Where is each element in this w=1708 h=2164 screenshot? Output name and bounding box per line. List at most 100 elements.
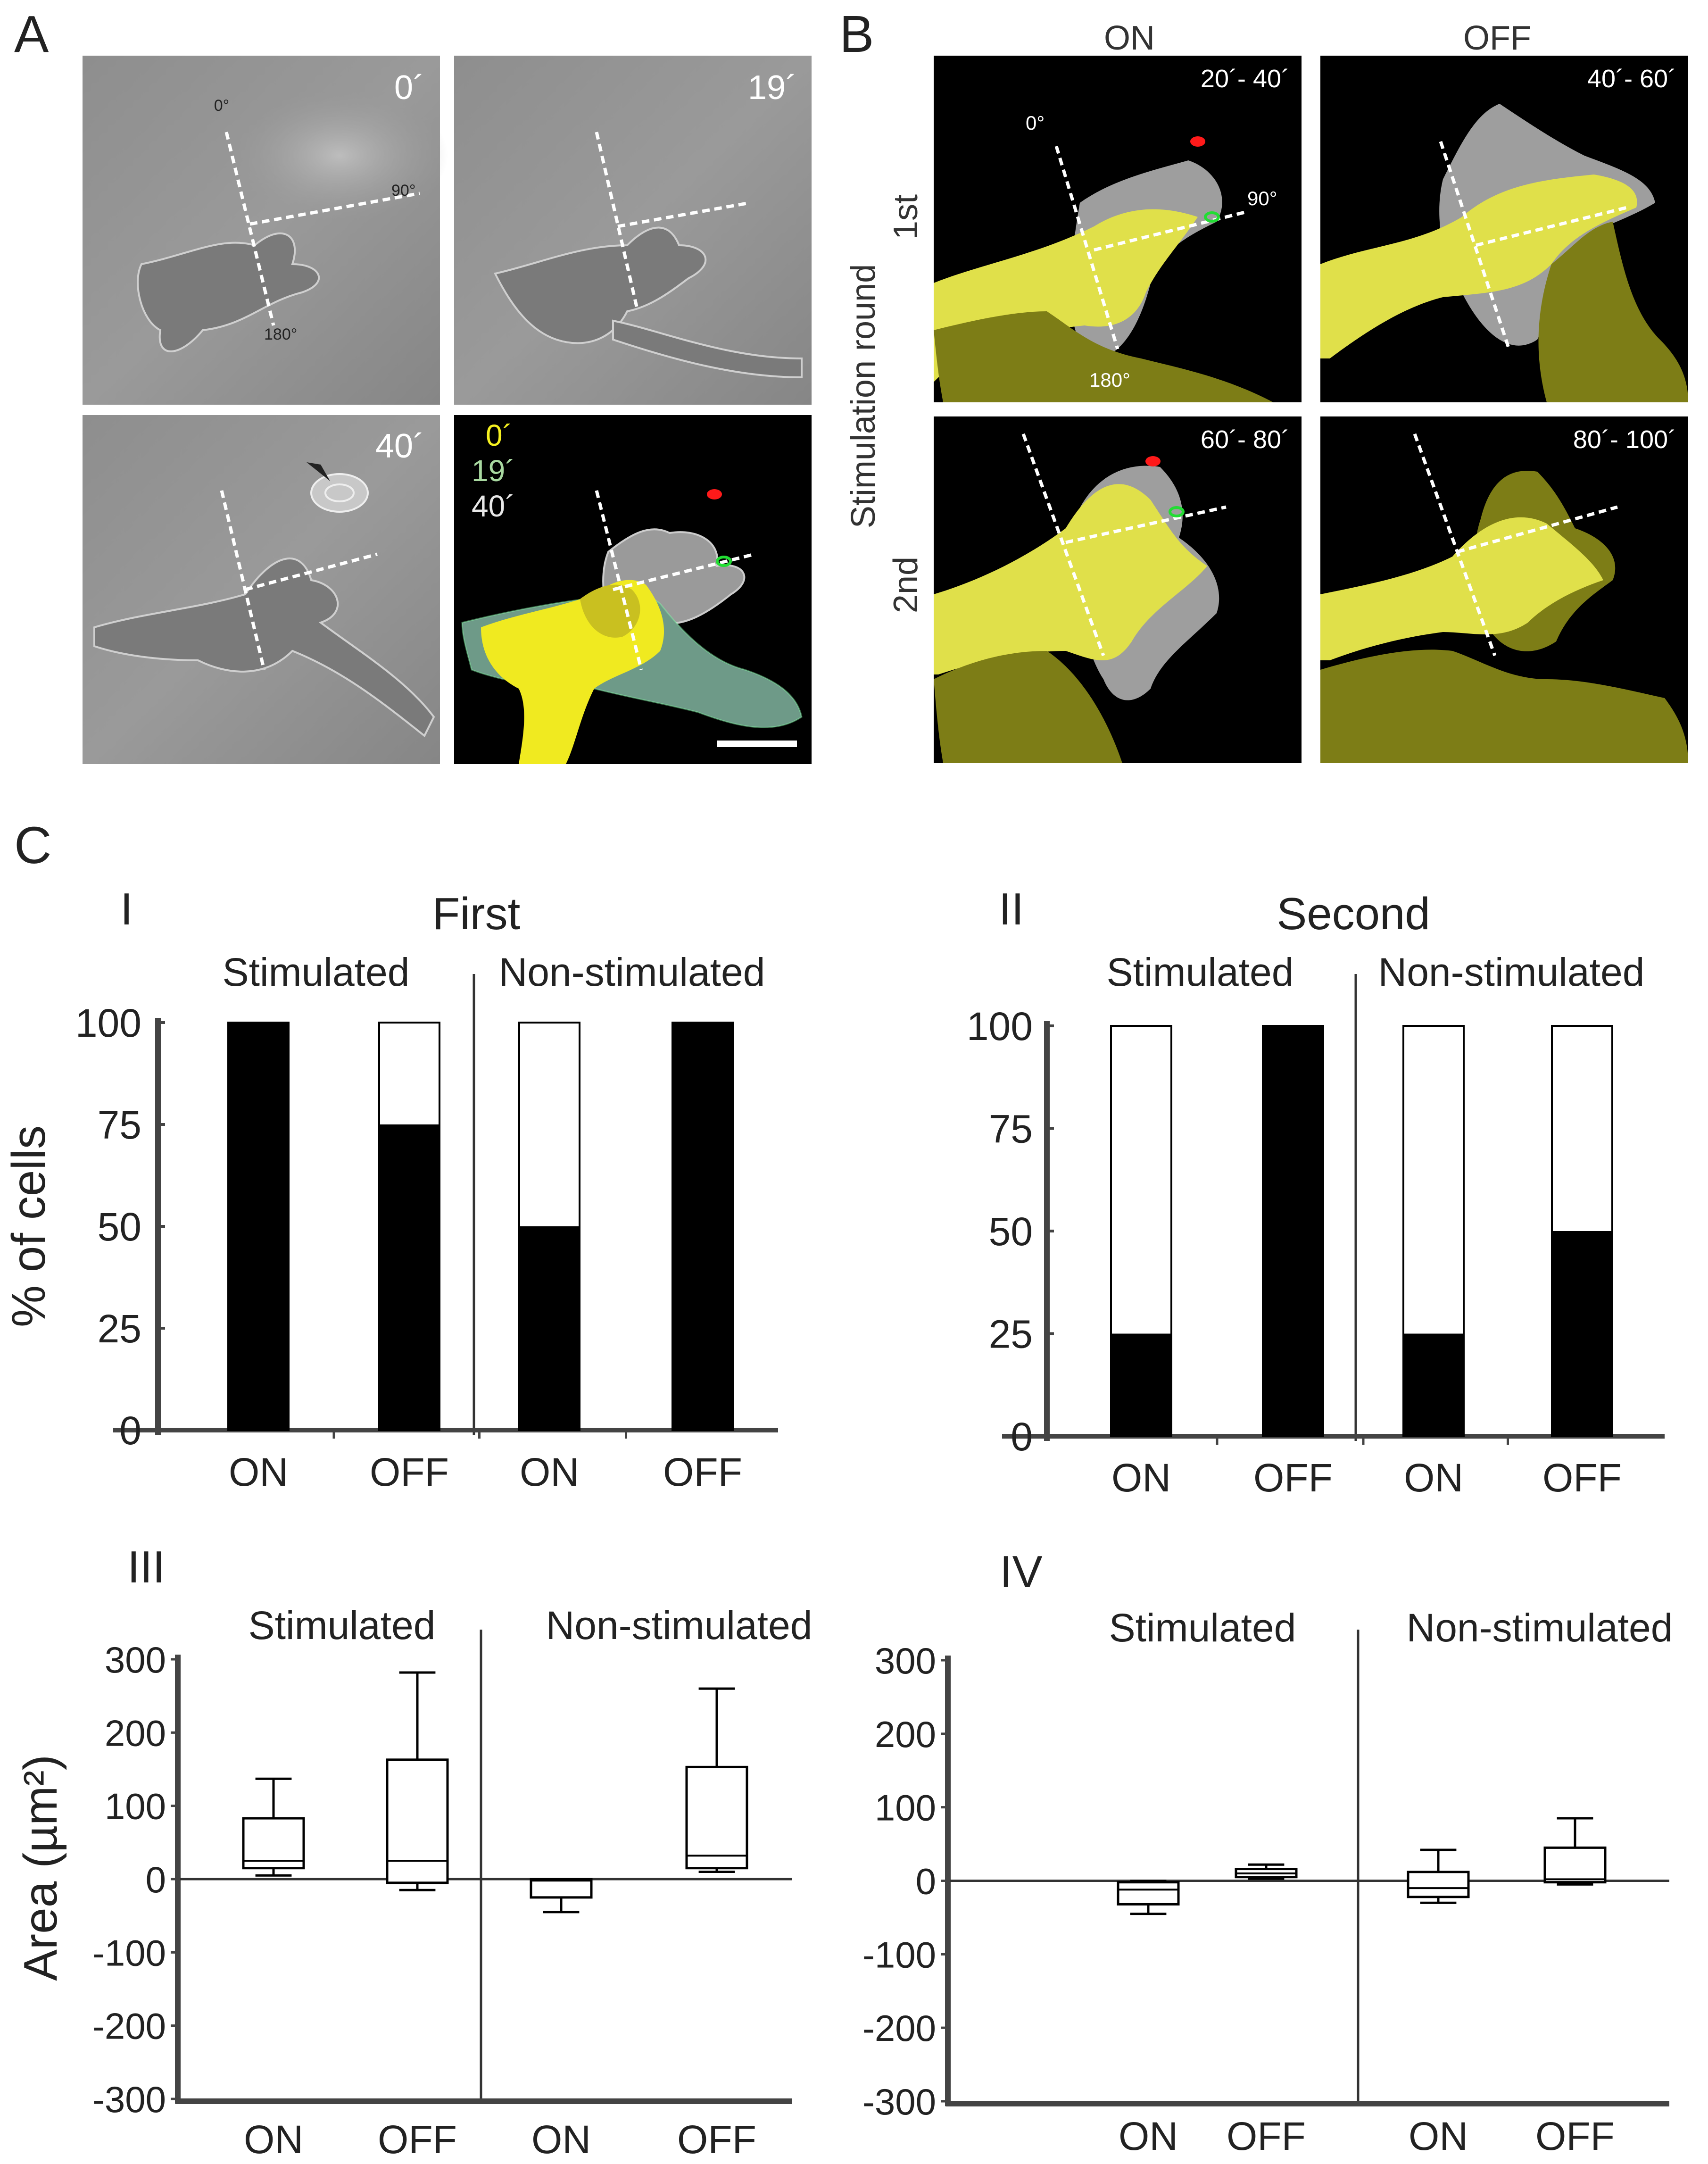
x-tick-label: OFF — [677, 2117, 756, 2162]
y-tick-label: 0 — [119, 1408, 141, 1453]
tile-on-2nd: 60´- 80´ — [934, 416, 1302, 763]
y-tick-label: -100 — [862, 1934, 936, 1975]
arrow-icon — [307, 462, 330, 481]
bar — [1111, 1333, 1171, 1436]
box — [242, 1817, 305, 1870]
group-label-1: Non-stimulated — [546, 1603, 813, 1648]
b-angle-90: 90° — [1247, 187, 1277, 209]
y-tick-label: 0 — [1011, 1415, 1033, 1459]
y-tick-label: 300 — [875, 1640, 936, 1681]
bar — [1263, 1026, 1323, 1436]
y-tick-label: 25 — [989, 1312, 1033, 1357]
group-label-1: Non-stimulated — [1378, 950, 1645, 994]
x-tick-label: OFF — [370, 1450, 449, 1494]
x-tick-label: OFF — [1535, 2114, 1615, 2158]
x-tick-label: OFF — [378, 2117, 457, 2162]
y-tick-label: -200 — [92, 2006, 166, 2047]
y-axis-label: Area (µm²) — [14, 1755, 67, 1981]
y-tick-label: -100 — [92, 1932, 166, 1973]
y-tick-label: 300 — [105, 1639, 166, 1681]
x-tick-label: ON — [244, 2117, 303, 2162]
chart-title: Second — [1277, 889, 1430, 939]
x-tick-label: OFF — [1227, 2114, 1306, 2158]
bar — [1552, 1231, 1612, 1436]
panel-letter-c: C — [14, 816, 51, 874]
row-label-1st: 1st — [887, 194, 925, 240]
group-label-0: Stimulated — [249, 1603, 436, 1648]
bar — [672, 1023, 733, 1430]
y-tick-label: 200 — [875, 1714, 936, 1755]
box — [1117, 1881, 1180, 1906]
angle-label-0: 0° — [214, 97, 230, 115]
panel-numeral-IV: IV — [1000, 1547, 1043, 1597]
row-label-2nd: 2nd — [887, 557, 925, 613]
bar — [379, 1124, 439, 1430]
chart-title: First — [432, 889, 521, 939]
y-tick-label: 50 — [989, 1209, 1033, 1254]
y-tick-label: -200 — [862, 2007, 936, 2049]
chart-IV: IV Stimulated Non-stimulated 300 200 100 0 -100… — [862, 1547, 1673, 2158]
box — [530, 1878, 593, 1899]
window-label-3: 60´- 80´ — [1201, 425, 1290, 454]
y-tick-label: 100 — [967, 1004, 1033, 1049]
outline-overlay: 0´ 19´ 40´ — [454, 415, 812, 764]
x-tick-label: OFF — [663, 1450, 742, 1494]
panel-numeral-III: III — [127, 1542, 165, 1592]
chart-III: III Stimulated Non-stimulated 300 200 100 0 -10… — [14, 1542, 812, 2162]
pipette-tip — [716, 556, 732, 567]
panel-c: I First Stimulated Non-stimulated 0 25 50 75 100… — [2, 884, 1673, 2162]
tile-off-2nd: 80´- 100´ — [1320, 416, 1688, 763]
x-tick-label: OFF — [1542, 1456, 1622, 1500]
x-tick-label: ON — [1404, 1456, 1463, 1500]
group-label-1: Non-stimulated — [499, 950, 765, 994]
y-tick-label: 25 — [98, 1307, 141, 1351]
scale-bar — [717, 741, 797, 747]
x-tick-label: ON — [1119, 2114, 1178, 2158]
time-label-40: 40´ — [375, 427, 424, 465]
time-label-19: 19´ — [748, 69, 797, 107]
window-label-2: 40´- 60´ — [1587, 65, 1676, 93]
row-axis-label: Stimulation round — [845, 264, 882, 528]
micrograph-0min: 0´ 0° 90° 180° — [83, 56, 448, 405]
micrograph-40min: 40´ — [83, 415, 440, 764]
stimulus-spot — [707, 489, 722, 499]
box — [1543, 1846, 1607, 1884]
y-tick-label: -300 — [92, 2079, 166, 2120]
time-label-0: 0´ — [394, 69, 424, 107]
legend-40min: 40´ — [472, 489, 515, 523]
y-tick-label: -300 — [862, 2081, 936, 2122]
y-tick-label: 75 — [98, 1103, 141, 1147]
group-label-0: Stimulated — [223, 950, 410, 994]
y-tick-label: 75 — [989, 1107, 1033, 1151]
x-tick-label: ON — [520, 1450, 579, 1494]
chart-I: I First Stimulated Non-stimulated 0 25 50 75 100… — [2, 884, 778, 1494]
bar — [519, 1226, 580, 1430]
group-label-0: Stimulated — [1107, 950, 1294, 994]
y-tick-label: 0 — [916, 1861, 936, 1902]
bar — [228, 1023, 289, 1430]
x-tick-label: ON — [1111, 1456, 1171, 1500]
tile-on-1st: 20´- 40´ 0° 90° 180° — [934, 56, 1302, 402]
chart-II: II Second Stimulated Non-stimulated 0 25 50 75 1… — [967, 884, 1665, 1500]
panel-b: ON OFF Stimulation round 1st 2nd 20´- 40… — [845, 19, 1688, 763]
box — [386, 1758, 449, 1884]
x-tick-label: ON — [229, 1450, 288, 1494]
angle-label-180: 180° — [264, 325, 297, 343]
legend-19min: 19´ — [472, 454, 515, 488]
y-tick-label: 100 — [875, 1787, 936, 1829]
x-tick-label: ON — [531, 2117, 591, 2162]
b-angle-180: 180° — [1089, 369, 1130, 391]
group-label-1: Non-stimulated — [1407, 1606, 1673, 1650]
micrograph-19min: 19´ — [454, 56, 812, 405]
panel-letter-a: A — [14, 5, 49, 63]
box — [1407, 1871, 1470, 1898]
panel-numeral-I: I — [120, 884, 133, 934]
col-label-on: ON — [1104, 19, 1155, 57]
y-axis-label: % of cells — [2, 1125, 55, 1327]
panel-letter-b: B — [839, 5, 874, 63]
y-tick-label: 100 — [105, 1786, 166, 1827]
bar — [1403, 1333, 1464, 1436]
tile-off-1st: 40´- 60´ — [1320, 56, 1688, 402]
box — [685, 1765, 748, 1870]
